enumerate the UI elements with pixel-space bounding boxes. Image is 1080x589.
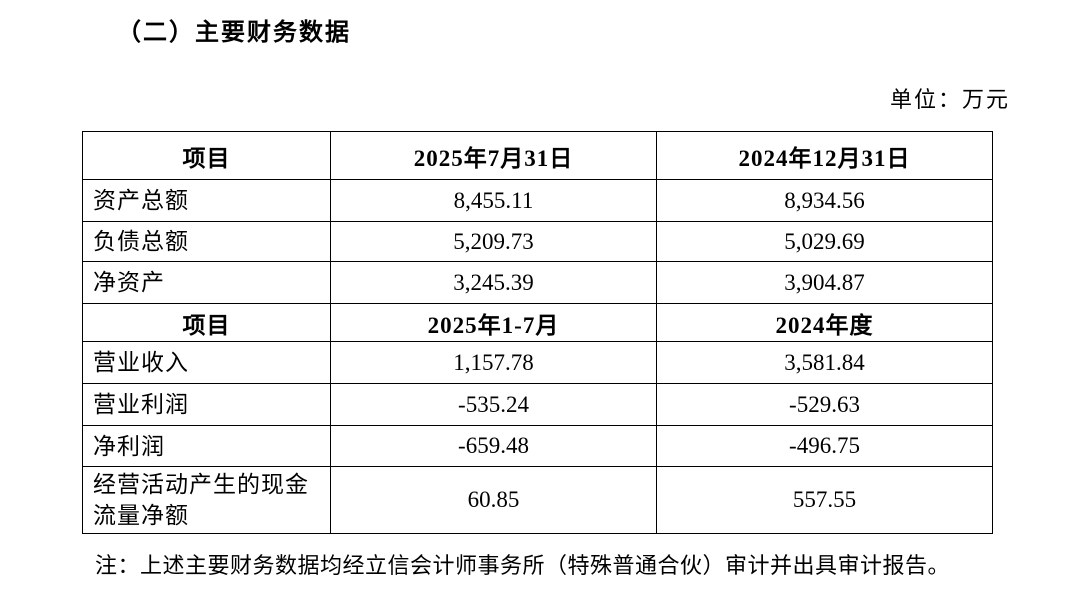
table-row-total-assets: 资产总额 8,455.11 8,934.56	[82, 179, 993, 222]
header-item-label: 项目	[82, 131, 331, 180]
row-label: 净利润	[82, 425, 331, 467]
row-value-current: 5,209.73	[330, 221, 657, 262]
header-date-prior: 2024年12月31日	[656, 131, 993, 180]
table-row-net-profit: 净利润 -659.48 -496.75	[82, 425, 993, 467]
header-period-current: 2025年1-7月	[330, 303, 657, 342]
unit-label: 单位：万元	[889, 87, 1010, 112]
header-date-current: 2025年7月31日	[330, 131, 657, 180]
row-value-prior: -496.75	[656, 425, 993, 467]
section-heading: （二）主要财务数据	[117, 20, 351, 46]
row-value-prior: 8,934.56	[656, 179, 993, 222]
row-label: 营业利润	[82, 383, 331, 426]
row-value-current: -659.48	[330, 425, 657, 467]
row-label: 营业收入	[82, 341, 331, 384]
row-value-current: 60.85	[330, 466, 657, 534]
row-value-current: 1,157.78	[330, 341, 657, 384]
row-value-current: -535.24	[330, 383, 657, 426]
header-period-prior: 2024年度	[656, 303, 993, 342]
row-value-prior: 3,581.84	[656, 341, 993, 384]
table-row-operating-revenue: 营业收入 1,157.78 3,581.84	[82, 341, 993, 384]
row-value-current: 3,245.39	[330, 261, 657, 304]
table-header-row-income-statement: 项目 2025年1-7月 2024年度	[82, 303, 993, 342]
row-value-prior: 557.55	[656, 466, 993, 534]
row-label: 经营活动产生的现金流量净额	[82, 466, 331, 534]
row-label: 净资产	[82, 261, 331, 304]
table-header-row-balance-sheet: 项目 2025年7月31日 2024年12月31日	[82, 131, 993, 180]
table-row-net-assets: 净资产 3,245.39 3,904.87	[82, 261, 993, 304]
audit-note: 注：上述主要财务数据均经立信会计师事务所（特殊普通合伙）审计并出具审计报告。	[95, 553, 951, 578]
row-value-prior: 3,904.87	[656, 261, 993, 304]
table-row-operating-profit: 营业利润 -535.24 -529.63	[82, 383, 993, 426]
row-value-prior: 5,029.69	[656, 221, 993, 262]
table-row-operating-cash-flow: 经营活动产生的现金流量净额 60.85 557.55	[82, 466, 993, 534]
row-label: 资产总额	[82, 179, 331, 222]
row-label: 负债总额	[82, 221, 331, 262]
row-value-prior: -529.63	[656, 383, 993, 426]
table-row-total-liabilities: 负债总额 5,209.73 5,029.69	[82, 221, 993, 262]
row-value-current: 8,455.11	[330, 179, 657, 222]
header-item-label: 项目	[82, 303, 331, 342]
financial-data-table: 项目 2025年7月31日 2024年12月31日 资产总额 8,455.11 …	[82, 131, 993, 534]
